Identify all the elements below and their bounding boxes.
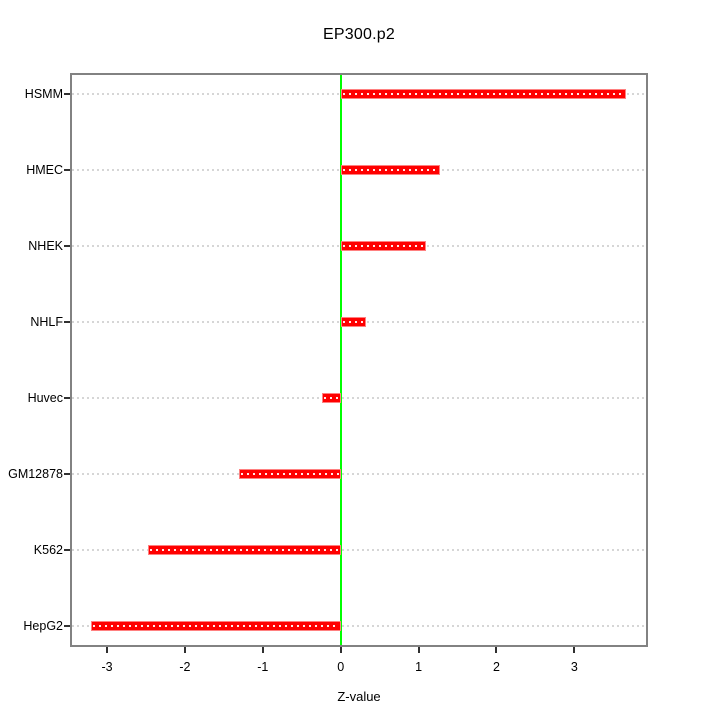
- bar: [321, 392, 341, 403]
- chart-title: EP300.p2: [323, 26, 395, 43]
- grid-line: [72, 624, 646, 627]
- bar: [239, 468, 341, 479]
- x-tick-label: 3: [570, 660, 578, 674]
- x-tick-label: -1: [257, 660, 269, 674]
- y-axis-tick: [64, 93, 70, 96]
- y-tick-label: HSMM: [24, 87, 63, 102]
- bar: [340, 317, 367, 328]
- bar: [90, 620, 341, 631]
- y-axis-tick: [64, 548, 70, 551]
- x-axis-tick: [183, 647, 186, 653]
- y-tick-label: K562: [33, 542, 63, 557]
- grid-line: [72, 396, 646, 399]
- grid-line: [72, 472, 646, 475]
- grid-line: [72, 548, 646, 551]
- y-axis-tick: [64, 169, 70, 172]
- bar: [340, 165, 440, 176]
- bar-dotted-texture: [323, 396, 339, 399]
- x-axis-tick: [495, 647, 498, 653]
- y-tick-label: GM12878: [8, 466, 63, 481]
- y-tick-label: NHLF: [30, 315, 63, 330]
- bar-dotted-texture: [342, 169, 438, 172]
- bar-dotted-texture: [342, 245, 424, 248]
- x-tick-label: 0: [337, 660, 345, 674]
- bar: [147, 544, 341, 555]
- bar-dotted-texture: [241, 472, 339, 475]
- x-tick-label: 1: [415, 660, 423, 674]
- y-axis-tick: [64, 245, 70, 248]
- y-tick-label: NHEK: [28, 239, 63, 254]
- bar: [340, 89, 626, 100]
- y-tick-label: HepG2: [23, 618, 63, 633]
- y-tick-label: Huvec: [27, 390, 63, 405]
- bar-dotted-texture: [149, 548, 339, 551]
- x-tick-label: 2: [493, 660, 500, 674]
- y-axis-tick: [64, 624, 70, 627]
- x-tick-label: -3: [101, 660, 113, 674]
- y-axis-tick: [64, 472, 70, 475]
- bar: [340, 241, 426, 252]
- x-axis-tick: [106, 647, 108, 653]
- x-axis-tick: [573, 647, 576, 653]
- y-axis-tick: [64, 321, 70, 324]
- x-axis-tick: [417, 647, 420, 653]
- x-axis-tick: [261, 647, 264, 653]
- y-axis-tick: [64, 396, 70, 399]
- bar-dotted-texture: [92, 624, 339, 627]
- x-axis-tick: [339, 647, 342, 653]
- x-tick-label: -2: [179, 660, 191, 674]
- plot-area: [72, 75, 646, 645]
- bar-dotted-texture: [342, 321, 365, 324]
- zero-reference-line: [339, 75, 342, 645]
- x-axis-label: Z-value: [337, 689, 381, 704]
- y-tick-label: HMEC: [26, 163, 63, 178]
- bar-dotted-texture: [342, 93, 624, 96]
